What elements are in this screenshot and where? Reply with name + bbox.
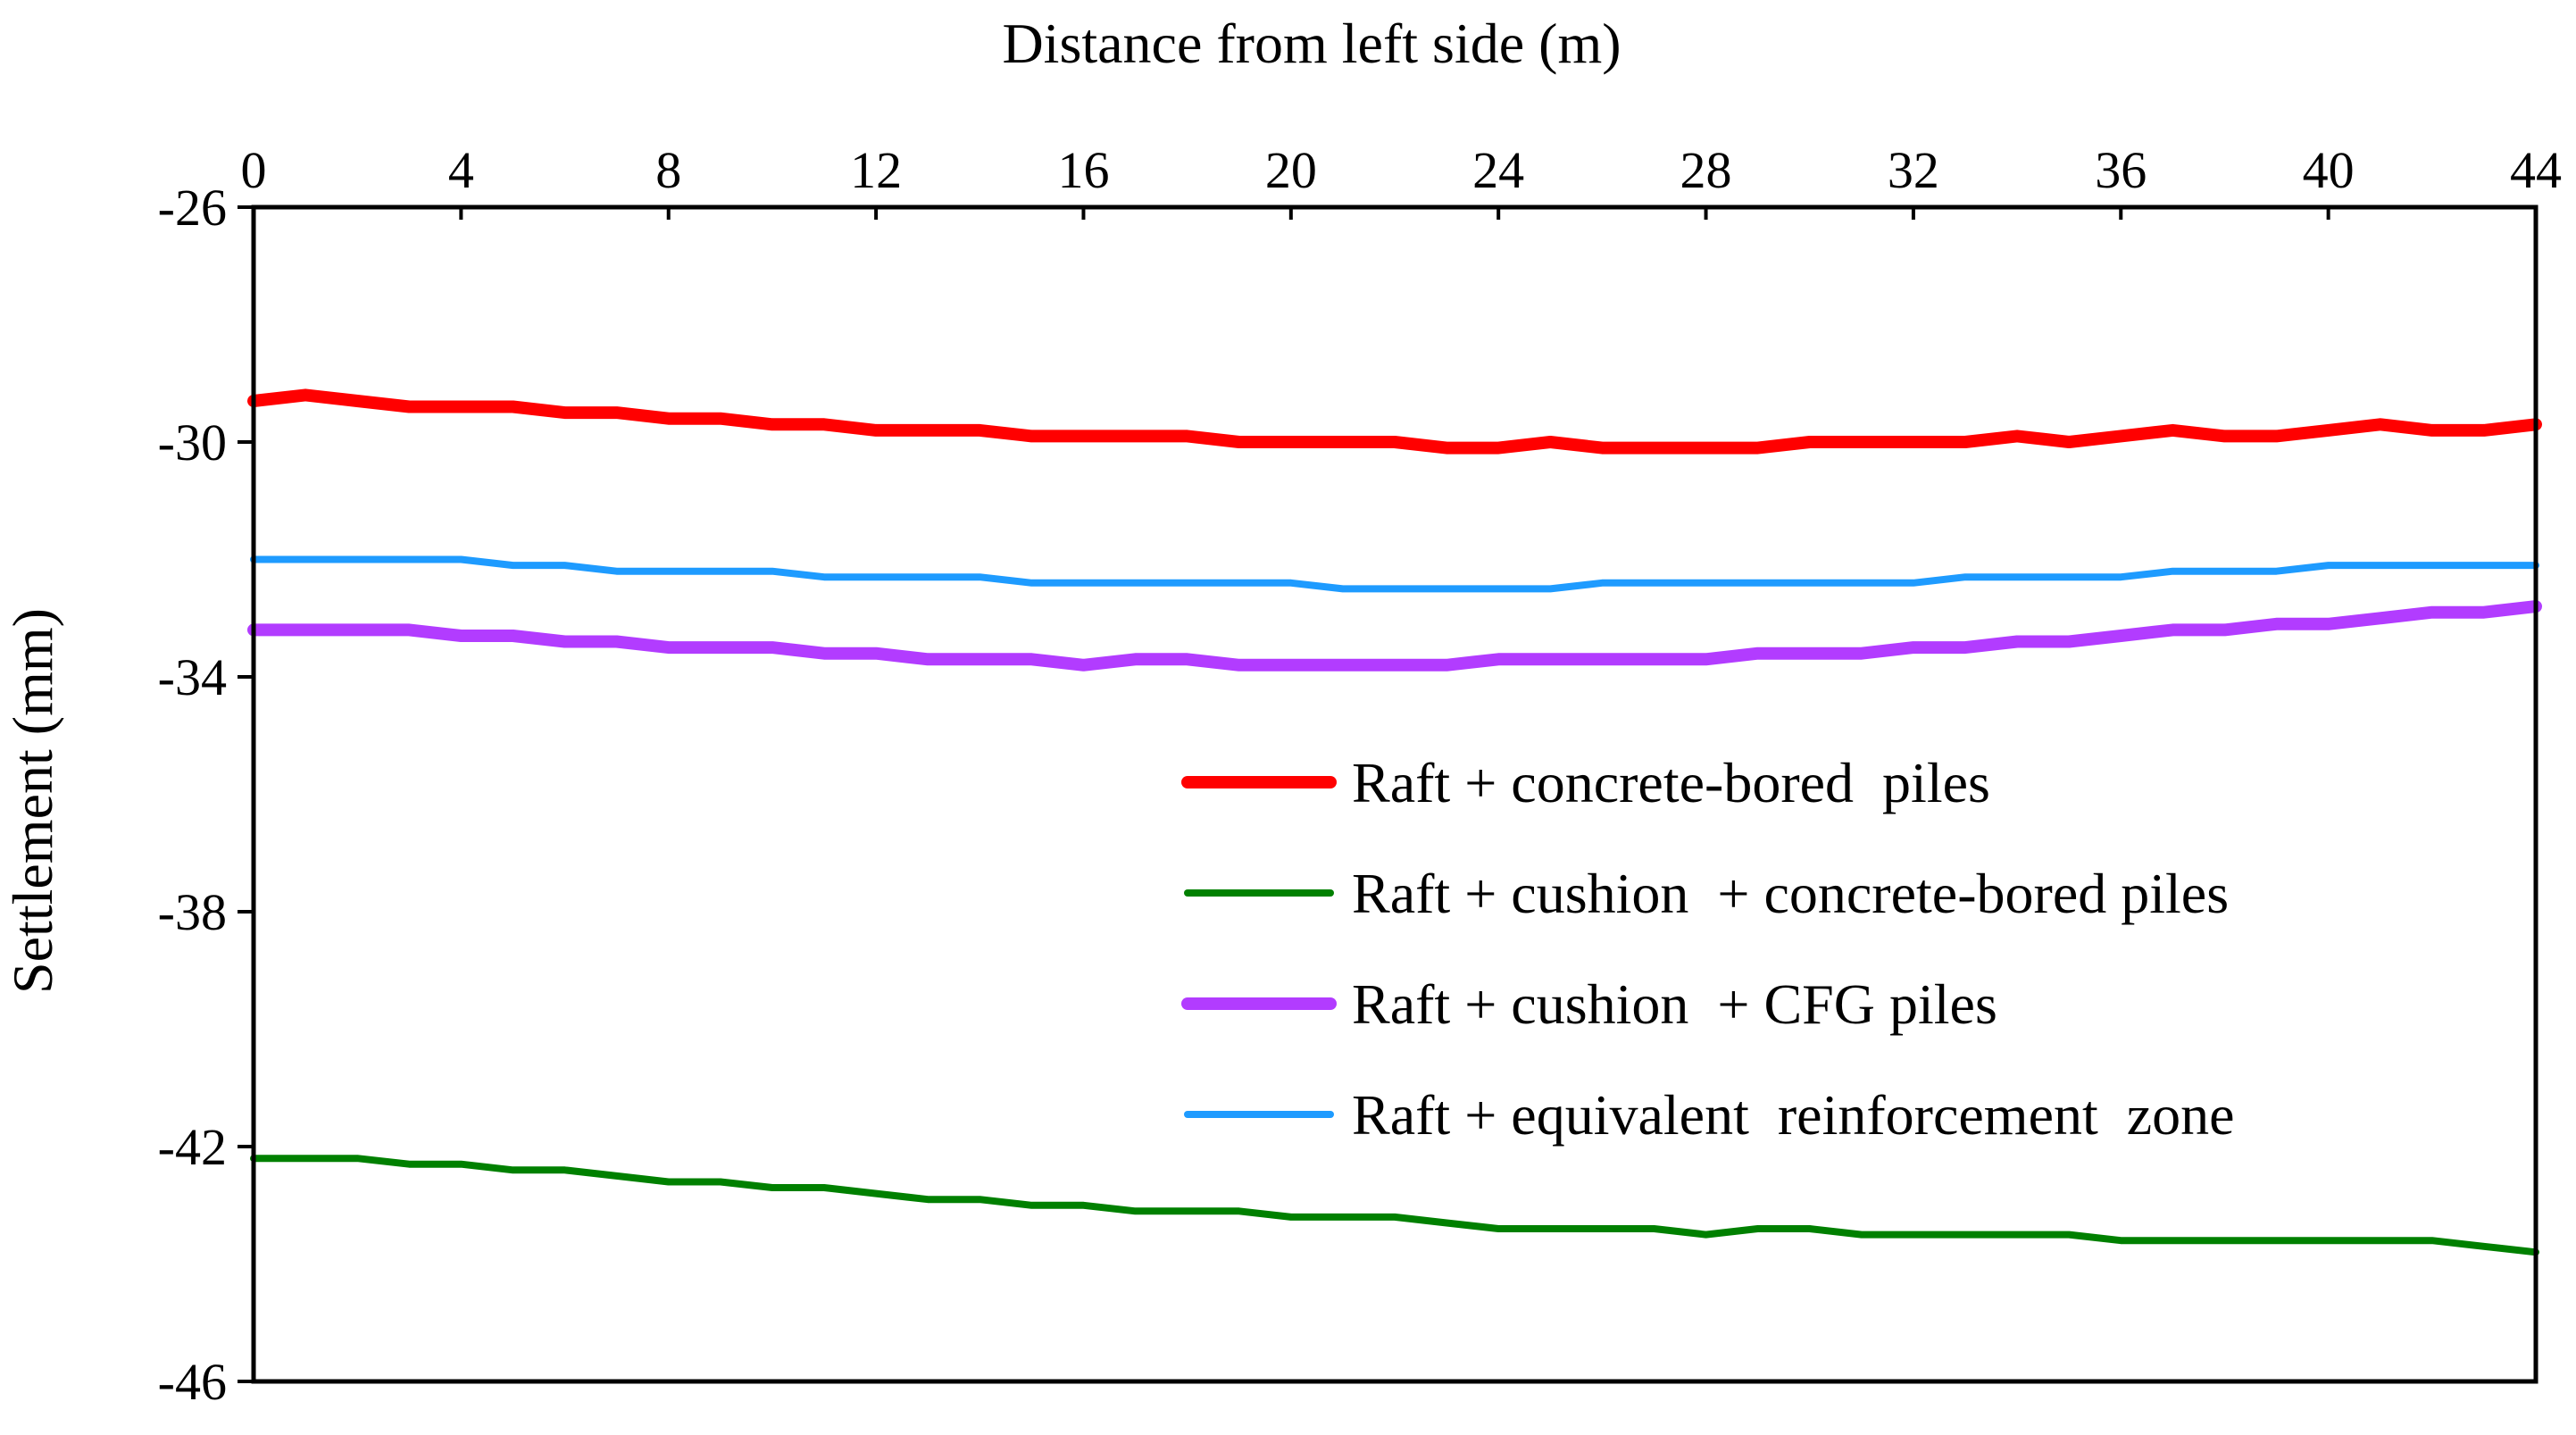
legend-label-3: Raft + cushion + CFG piles <box>1352 972 1997 1036</box>
x-tick-label: 4 <box>448 141 474 199</box>
series-line-2 <box>250 1155 2539 1256</box>
series-layer <box>247 388 2542 1256</box>
x-axis-title: Distance from left side (m) <box>1002 12 1621 75</box>
plot-frame <box>251 204 2538 1384</box>
y-axis-title: Settlement (mm) <box>1 608 64 994</box>
x-tick-label: 8 <box>655 141 681 199</box>
legend-label-1: Raft + concrete-bored piles <box>1352 751 1990 814</box>
x-tick-label: 40 <box>2303 141 2355 199</box>
x-axis-ticks: 0 4 8 12 16 20 24 28 32 36 40 44 <box>241 141 2562 220</box>
x-tick-label: 44 <box>2510 141 2562 199</box>
y-tick-label: -46 <box>158 1353 227 1411</box>
x-tick-label: 0 <box>241 141 267 199</box>
x-tick-label: 36 <box>2095 141 2147 199</box>
x-tick-label: 20 <box>1265 141 1317 199</box>
legend-label-2: Raft + cushion + concrete-bored piles <box>1352 862 2229 925</box>
y-tick-label: -38 <box>158 883 227 941</box>
legend-label-4: Raft + equivalent reinforcement zone <box>1352 1083 2235 1147</box>
legend: Raft + concrete-bored piles Raft + cushio… <box>1181 751 2235 1147</box>
y-axis-ticks: -26 -30 -34 -38 -42 -46 <box>158 179 254 1411</box>
x-tick-label: 28 <box>1680 141 1732 199</box>
y-tick-label: -26 <box>158 179 227 237</box>
series-line-4 <box>250 555 2539 593</box>
y-tick-label: -30 <box>158 413 227 471</box>
x-tick-label: 16 <box>1057 141 1109 199</box>
x-tick-label: 24 <box>1472 141 1524 199</box>
series-line-1 <box>247 388 2542 455</box>
y-tick-label: -34 <box>158 648 227 706</box>
y-tick-label: -42 <box>158 1118 227 1176</box>
series-line-3 <box>247 600 2542 672</box>
x-tick-label: 32 <box>1888 141 1939 199</box>
x-tick-label: 12 <box>850 141 902 199</box>
